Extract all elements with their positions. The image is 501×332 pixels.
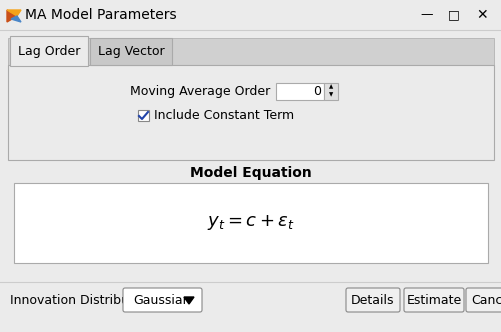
Text: Cancel: Cancel <box>471 293 501 306</box>
FancyBboxPatch shape <box>138 110 149 121</box>
FancyBboxPatch shape <box>276 83 323 100</box>
Polygon shape <box>184 297 193 304</box>
FancyBboxPatch shape <box>403 288 463 312</box>
Text: ✕: ✕ <box>475 8 487 22</box>
Polygon shape <box>7 10 21 16</box>
FancyBboxPatch shape <box>465 288 501 312</box>
Text: □: □ <box>447 9 459 22</box>
Text: 0: 0 <box>313 85 320 98</box>
FancyBboxPatch shape <box>345 288 399 312</box>
Text: Gaussian: Gaussian <box>133 293 190 306</box>
FancyBboxPatch shape <box>8 65 493 160</box>
FancyBboxPatch shape <box>0 0 501 30</box>
Text: Include Constant Term: Include Constant Term <box>154 109 294 122</box>
Text: Innovation Distribution: Innovation Distribution <box>10 293 152 306</box>
FancyBboxPatch shape <box>8 38 493 65</box>
Text: Moving Average Order: Moving Average Order <box>129 85 270 98</box>
Text: ▲: ▲ <box>328 85 333 90</box>
FancyBboxPatch shape <box>14 183 487 263</box>
Polygon shape <box>7 10 17 22</box>
Text: Estimate: Estimate <box>406 293 461 306</box>
Text: Model Equation: Model Equation <box>190 166 311 180</box>
FancyBboxPatch shape <box>123 288 201 312</box>
Text: $y_t = c + \varepsilon_t$: $y_t = c + \varepsilon_t$ <box>207 213 294 232</box>
Text: MA Model Parameters: MA Model Parameters <box>25 8 176 22</box>
Text: ▼: ▼ <box>328 93 333 98</box>
FancyBboxPatch shape <box>10 36 88 66</box>
Text: —: — <box>420 9 432 22</box>
Polygon shape <box>11 16 21 22</box>
FancyBboxPatch shape <box>323 83 337 100</box>
Text: Details: Details <box>351 293 394 306</box>
Text: Lag Order: Lag Order <box>18 44 80 57</box>
Text: Lag Vector: Lag Vector <box>98 44 164 57</box>
FancyBboxPatch shape <box>90 38 172 65</box>
